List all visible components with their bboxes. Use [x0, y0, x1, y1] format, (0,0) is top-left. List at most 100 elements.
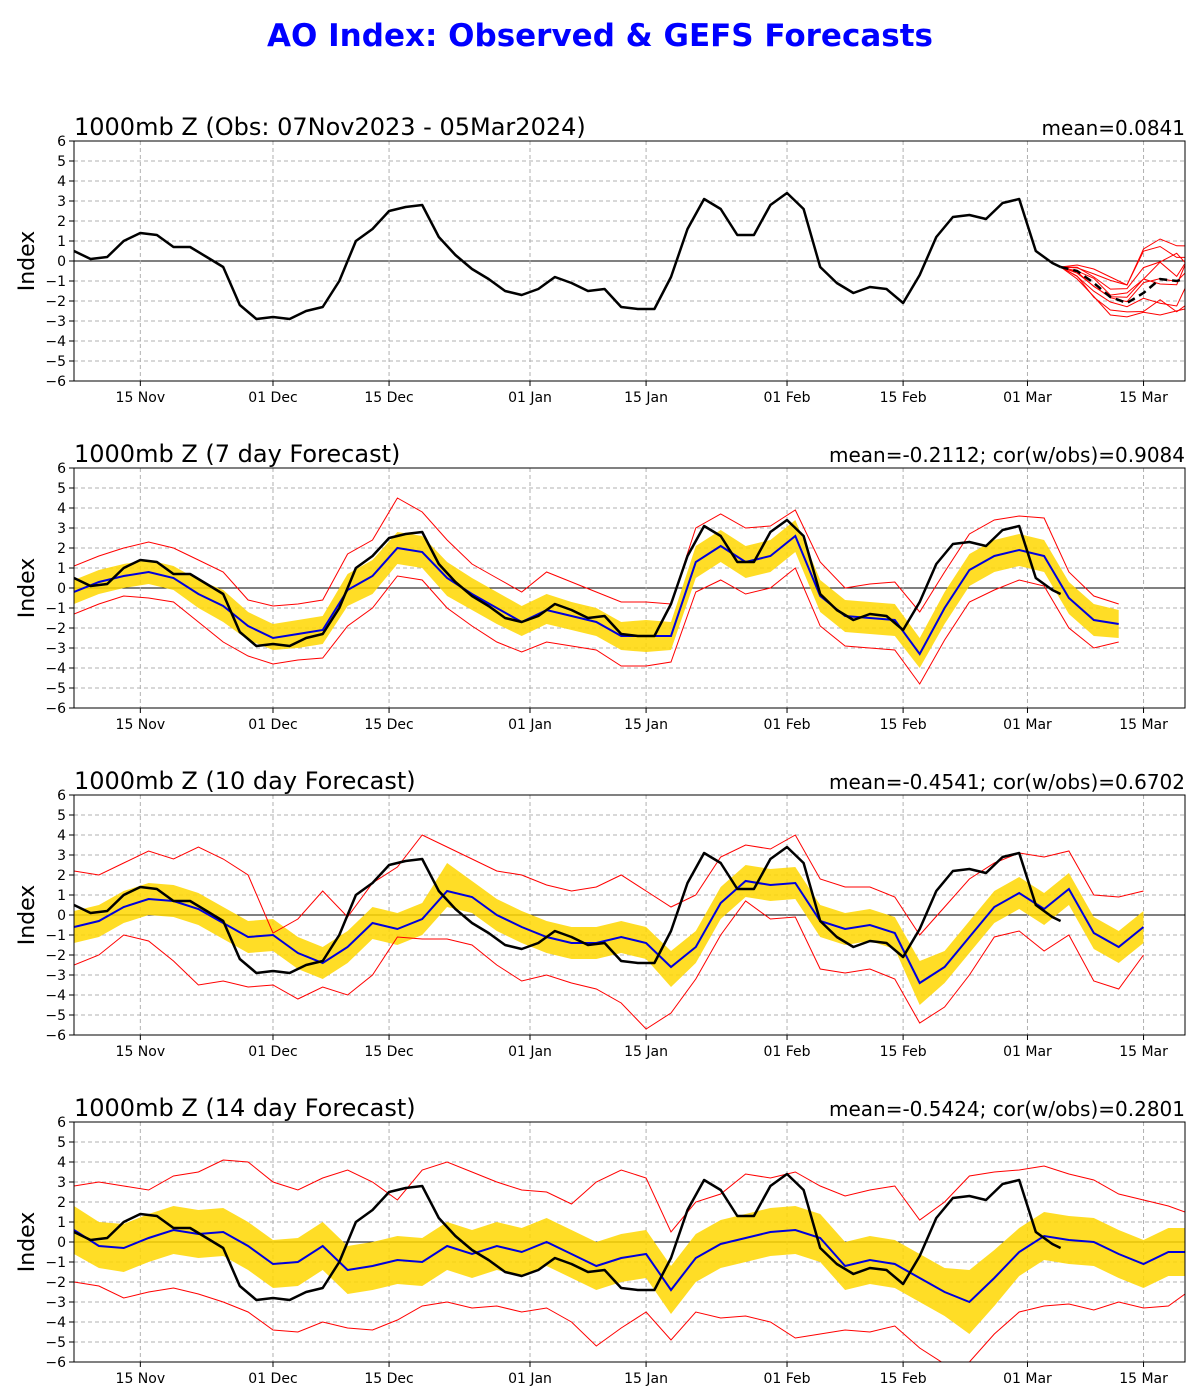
x-tick-label: 15 Mar: [1119, 717, 1168, 733]
x-tick-label: 15 Jan: [624, 390, 668, 406]
x-tick-label: 01 Mar: [1003, 1044, 1052, 1060]
chart-10-day-forecast: 1000mb Z (10 day Forecast) mean=-0.4541; …: [15, 767, 1186, 1060]
y-tick-label: −2: [45, 1275, 66, 1291]
y-tick-label: −5: [45, 1335, 66, 1351]
y-tick-label: 1: [57, 234, 66, 250]
y-tick-label: −3: [45, 314, 66, 330]
x-tick-label: 15 Nov: [116, 1371, 166, 1387]
ensemble-member-line: [1060, 265, 1185, 298]
x-tick-label: 15 Feb: [880, 1371, 927, 1387]
y-tick-label: 3: [57, 848, 66, 864]
x-tick-label: 15 Feb: [880, 717, 927, 733]
observed-line: [74, 845, 1062, 975]
y-tick-label: 5: [57, 1135, 66, 1151]
y-tick-label: 5: [57, 808, 66, 824]
ensemble-member-line: [1060, 266, 1185, 313]
panel-title: 1000mb Z (7 day Forecast): [74, 440, 400, 468]
x-tick-label: 01 Feb: [763, 717, 810, 733]
plot-frame: [73, 794, 1186, 1036]
page-title: AO Index: Observed & GEFS Forecasts: [267, 18, 933, 54]
y-tick-label: −4: [45, 661, 66, 677]
x-tick-label: 01 Dec: [248, 1371, 297, 1387]
y-tick-label: −6: [45, 1028, 66, 1044]
x-tick-label: 01 Jan: [508, 1044, 552, 1060]
x-tick-label: 01 Feb: [763, 1044, 810, 1060]
y-tick-label: −1: [45, 928, 66, 944]
plot-frame: [73, 1121, 1186, 1363]
y-tick-label: −5: [45, 354, 66, 370]
ensemble-member-line: [1060, 266, 1185, 303]
y-tick-label: 6: [57, 461, 66, 477]
y-axis-label: Index: [15, 231, 40, 292]
y-tick-label: −3: [45, 968, 66, 984]
y-tick-label: 6: [57, 788, 66, 804]
y-tick-label: 4: [57, 1155, 66, 1171]
y-tick-label: −2: [45, 621, 66, 637]
y-tick-label: 5: [57, 481, 66, 497]
x-tick-label: 15 Feb: [880, 390, 927, 406]
x-tick-label: 01 Dec: [248, 717, 297, 733]
x-tick-label: 15 Dec: [364, 1371, 413, 1387]
forecast-min-line: [74, 1281, 1185, 1362]
forecast-spread-band: [74, 1206, 1185, 1334]
y-tick-label: 6: [57, 134, 66, 150]
panel-title: 1000mb Z (Obs: 07Nov2023 - 05Mar2024): [74, 113, 586, 141]
y-tick-label: 1: [57, 561, 66, 577]
plot-frame: [73, 140, 1186, 382]
x-tick-label: 15 Nov: [116, 1044, 166, 1060]
y-tick-label: 4: [57, 501, 66, 517]
panel-stat: mean=-0.4541; cor(w/obs)=0.6702: [829, 770, 1185, 794]
x-tick-label: 01 Dec: [248, 390, 297, 406]
y-tick-label: 0: [57, 908, 66, 924]
y-tick-label: 2: [57, 541, 66, 557]
x-tick-label: 15 Jan: [624, 1371, 668, 1387]
x-tick-label: 01 Mar: [1003, 390, 1052, 406]
ensemble-mean-line: [1060, 265, 1185, 305]
forecast-max-line: [74, 834, 1144, 936]
y-tick-label: 1: [57, 888, 66, 904]
x-tick-label: 15 Jan: [624, 717, 668, 733]
ensemble-member-line: [1060, 252, 1185, 290]
panel-stat: mean=-0.5424; cor(w/obs)=0.2801: [829, 1097, 1185, 1121]
y-tick-label: 4: [57, 828, 66, 844]
x-tick-label: 15 Feb: [880, 1044, 927, 1060]
y-tick-label: −1: [45, 1255, 66, 1271]
forecast-min-line: [74, 900, 1144, 1030]
observed-line: [74, 518, 1062, 648]
x-tick-label: 01 Mar: [1003, 1371, 1052, 1387]
y-axis-label: Index: [15, 558, 40, 619]
y-tick-label: −4: [45, 1315, 66, 1331]
y-tick-label: −5: [45, 681, 66, 697]
ensemble-member-line: [1060, 266, 1185, 308]
forecast-mean-line: [74, 1228, 1185, 1304]
x-tick-label: 01 Jan: [508, 390, 552, 406]
x-tick-label: 15 Dec: [364, 717, 413, 733]
y-axis-label: Index: [15, 885, 40, 946]
forecast-mean-line: [74, 879, 1145, 985]
y-tick-label: −6: [45, 1355, 66, 1371]
forecast-spread-band: [74, 863, 1144, 1005]
panel-title: 1000mb Z (14 day Forecast): [74, 1094, 416, 1122]
x-tick-label: 15 Dec: [364, 390, 413, 406]
y-tick-label: 2: [57, 868, 66, 884]
forecast-max-line: [74, 1159, 1185, 1233]
chart-7-day-forecast: 1000mb Z (7 day Forecast) mean=-0.2112; c…: [15, 440, 1186, 733]
x-tick-label: 01 Feb: [763, 1371, 810, 1387]
x-tick-label: 15 Nov: [116, 717, 166, 733]
y-tick-label: −2: [45, 294, 66, 310]
x-tick-label: 01 Dec: [248, 1044, 297, 1060]
y-tick-label: 6: [57, 1115, 66, 1131]
y-tick-label: 2: [57, 214, 66, 230]
panel-title: 1000mb Z (10 day Forecast): [74, 767, 416, 795]
y-tick-label: −2: [45, 948, 66, 964]
ensemble-member-line: [1060, 266, 1185, 318]
x-tick-label: 01 Feb: [763, 390, 810, 406]
forecast-min-line: [74, 567, 1119, 685]
plot-frame: [73, 467, 1186, 709]
y-tick-label: 0: [57, 254, 66, 270]
forecast-spread-band: [74, 520, 1119, 668]
x-tick-label: 15 Dec: [364, 1044, 413, 1060]
y-tick-label: 0: [57, 581, 66, 597]
x-tick-label: 01 Jan: [508, 1371, 552, 1387]
y-tick-label: −4: [45, 334, 66, 350]
